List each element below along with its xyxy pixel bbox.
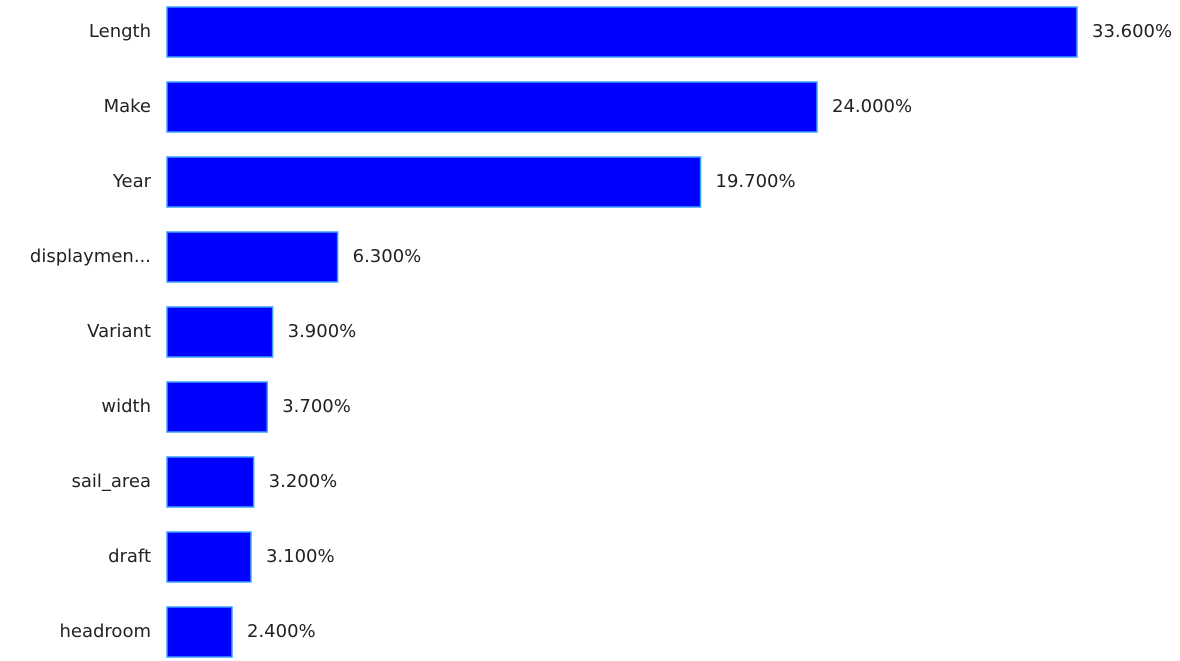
bar xyxy=(166,606,233,658)
category-label: sail_area xyxy=(71,471,151,492)
category-label: width xyxy=(101,396,151,417)
bar xyxy=(166,531,252,583)
bar xyxy=(166,231,339,283)
bar xyxy=(166,81,818,133)
category-label: Year xyxy=(112,171,152,192)
value-label: 3.200% xyxy=(269,471,338,492)
category-label: Variant xyxy=(87,321,151,342)
value-label: 3.100% xyxy=(266,546,335,567)
category-label: headroom xyxy=(59,621,151,642)
value-label: 33.600% xyxy=(1092,21,1172,42)
value-label: 24.000% xyxy=(832,96,912,117)
category-label: Length xyxy=(89,21,151,42)
value-label: 2.400% xyxy=(247,621,316,642)
value-label: 6.300% xyxy=(353,246,422,267)
category-label: draft xyxy=(108,546,151,567)
value-label: 19.700% xyxy=(716,171,796,192)
category-label: displaymen... xyxy=(30,246,151,267)
bar xyxy=(166,306,274,358)
value-label: 3.900% xyxy=(288,321,357,342)
bar xyxy=(166,6,1078,58)
category-label: Make xyxy=(104,96,151,117)
bar xyxy=(166,381,268,433)
bar xyxy=(166,456,255,508)
value-label: 3.700% xyxy=(282,396,351,417)
bar xyxy=(166,156,702,208)
